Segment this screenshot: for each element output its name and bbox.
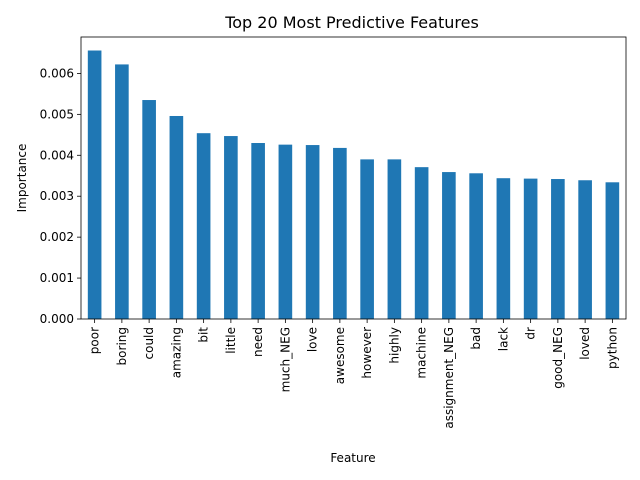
y-tick-label: 0.006 — [40, 66, 74, 80]
bar-boring — [115, 64, 129, 319]
bar-love — [305, 145, 320, 319]
x-tick-label: machine — [415, 327, 429, 379]
y-tick-label: 0.002 — [40, 230, 74, 244]
plot-frame — [80, 36, 627, 320]
x-tick-label: python — [605, 327, 619, 369]
y-tick-label: 0.000 — [40, 312, 74, 326]
bar-bad — [469, 173, 483, 319]
x-tick-label: little — [224, 327, 238, 354]
x-tick-label: highly — [387, 327, 401, 364]
x-tick-label: amazing — [169, 327, 183, 378]
chart-title: Top 20 Most Predictive Features — [224, 13, 479, 32]
x-tick-label: could — [142, 327, 156, 360]
x-tick-label: need — [251, 327, 265, 357]
x-tick-label: awesome — [333, 327, 347, 384]
x-tick-label: much_NEG — [278, 327, 292, 392]
bar-assignment_NEG — [442, 172, 456, 319]
x-tick-label: bit — [197, 327, 211, 343]
x-tick-label: love — [306, 327, 320, 352]
y-axis: 0.000 0.001 0.002 0.003 0.004 0.005 0.006 — [40, 66, 81, 326]
bar-amazing — [169, 115, 184, 320]
y-tick-label: 0.003 — [40, 189, 74, 203]
bar-little — [224, 136, 238, 319]
y-axis-label: Importance — [15, 144, 29, 213]
bar-could — [142, 100, 156, 319]
bar-loved — [578, 180, 592, 319]
bar-awesome — [333, 147, 347, 319]
bar-need — [251, 143, 265, 319]
bar-much_NEG — [278, 144, 293, 319]
bar-bit — [196, 133, 211, 319]
x-tick-label: loved — [578, 327, 592, 360]
x-tick-label: boring — [115, 327, 129, 365]
bar-dr — [523, 178, 538, 319]
x-tick-label: however — [360, 327, 374, 379]
x-tick-label: lack — [496, 327, 510, 351]
bar-python — [605, 182, 620, 319]
x-axis: poor boring could amazing bit little need much_… — [88, 319, 619, 429]
bar-poor — [87, 50, 102, 319]
x-tick-label: poor — [88, 327, 102, 354]
y-tick-label: 0.005 — [40, 107, 74, 121]
y-tick-label: 0.001 — [40, 271, 74, 285]
x-tick-label: bad — [469, 327, 483, 350]
bar-good_NEG — [551, 179, 565, 319]
x-tick-label: good_NEG — [551, 327, 565, 389]
x-axis-label: Feature — [330, 451, 375, 465]
y-tick-label: 0.004 — [40, 148, 74, 162]
bar-however — [360, 159, 374, 319]
bar-machine — [414, 167, 429, 319]
x-tick-label: dr — [524, 327, 538, 340]
bar-highly — [387, 159, 402, 319]
bars-group — [87, 50, 620, 320]
bar-lack — [496, 178, 511, 319]
x-tick-label: assignment_NEG — [442, 327, 456, 429]
